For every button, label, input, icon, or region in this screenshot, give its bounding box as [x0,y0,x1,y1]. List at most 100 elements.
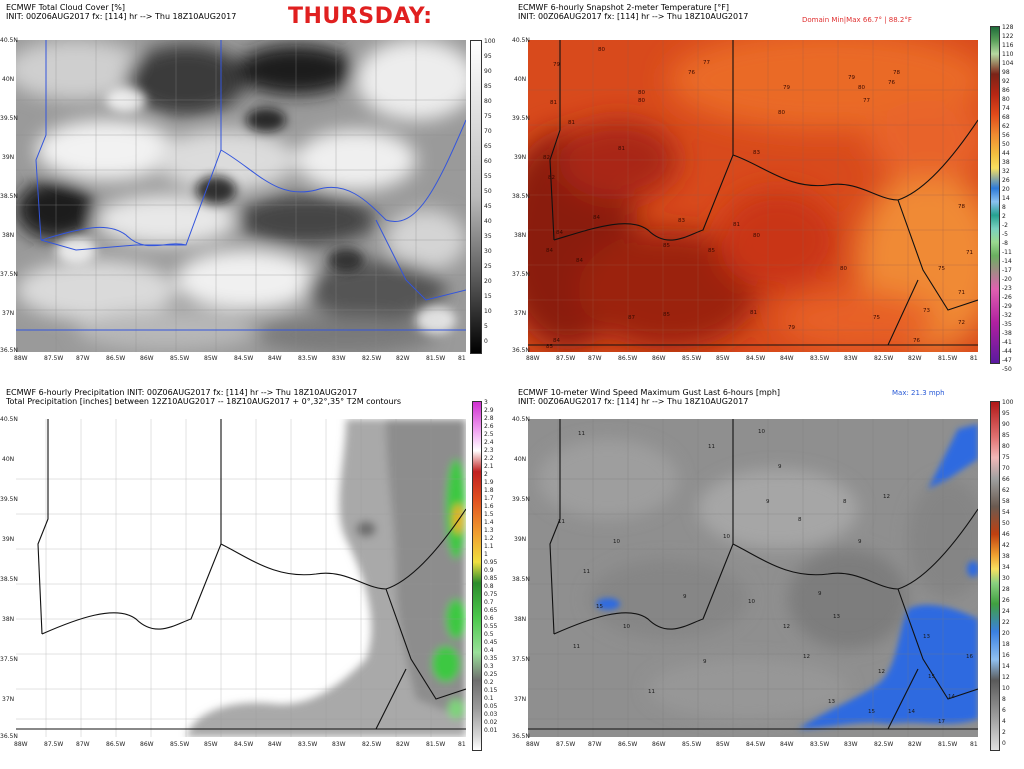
gust-value: 17 [938,719,945,725]
gust-value: 13 [833,614,840,620]
colorbar-label: 90 [484,68,492,75]
colorbar-label: 95 [484,53,492,60]
colorbar-label: 86 [1002,87,1010,94]
lon-label: 87W [588,741,602,748]
colorbar-label: 32 [1002,168,1010,175]
colorbar-label: 28 [1002,586,1010,593]
colorbar-label: 0.8 [484,583,494,590]
colorbar-label: 44 [1002,150,1010,157]
lon-label: 87.5W [556,355,576,362]
lon-label: 83W [332,355,346,362]
colorbar-label: 0.6 [484,615,494,622]
lat-label: 36.5N [0,347,18,354]
colorbar-label: 14 [1002,195,1010,202]
colorbar-label: 8 [1002,696,1006,703]
colorbar-label: 1.9 [484,479,494,486]
lon-label: 85W [204,355,218,362]
panel-subtitle: INIT: 00Z06AUG2017 fx: [114] hr --> Thu … [6,12,237,21]
colorbar-label: 2 [484,471,488,478]
lon-label: 85.5W [682,741,702,748]
precipitation-map [16,419,466,737]
lat-label: 38N [2,232,15,239]
lon-label: 87.5W [44,741,64,748]
lat-label: 40.5N [0,37,18,44]
colorbar-label: 26 [1002,597,1010,604]
colorbar-label: 2.6 [484,423,494,430]
gust-value: 13 [923,634,930,640]
colorbar-label: 50 [1002,141,1010,148]
colorbar-label: 2.5 [484,431,494,438]
colorbar-label: -29 [1002,303,1012,310]
lat-label: 40.5N [512,416,530,423]
lon-label: 88W [526,355,540,362]
colorbar-label: 2 [1002,729,1006,736]
lat-label: 40.5N [0,416,18,423]
temp-value: 80 [858,85,865,91]
temp-value: 82 [548,175,555,181]
colorbar-label: 2.2 [484,455,494,462]
gust-value: 14 [908,709,915,715]
temp-value: 80 [778,110,785,116]
gust-value: 11 [583,569,590,575]
temp-value: 71 [958,290,965,296]
panel-subtitle: Total Precipitation [inches] between 12Z… [6,397,402,406]
lat-label: 36.5N [512,347,530,354]
colorbar-label: 74 [1002,105,1010,112]
temp-value: 73 [923,308,930,314]
colorbar-label: -8 [1002,240,1008,247]
lon-label: 82.5W [362,741,382,748]
temp-value: 81 [568,120,575,126]
colorbar-label: 70 [484,128,492,135]
lat-label: 37N [2,310,15,317]
colorbar-label: 100 [1002,399,1014,406]
temp-value: 81 [550,100,557,106]
colorbar-label: 20 [484,278,492,285]
colorbar-label: 0.65 [484,607,498,614]
colorbar-label: 80 [1002,443,1010,450]
colorbar-label: 0.03 [484,711,498,718]
gust-value: 12 [878,669,885,675]
temp-value: 76 [888,80,895,86]
colorbar-label: 1.5 [484,511,494,518]
lon-label: 82.5W [874,355,894,362]
lon-label: 85.5W [682,355,702,362]
lon-label: 81.5W [938,355,958,362]
colorbar-label: 80 [484,98,492,105]
lat-label: 40N [2,456,15,463]
colorbar-label: 50 [484,188,492,195]
colorbar-label: 2.9 [484,407,494,414]
lat-label: 39N [514,154,527,161]
colorbar-label: -11 [1002,249,1012,256]
temp-value: 84 [553,338,560,344]
colorbar-label: 80 [1002,96,1010,103]
colorbar-label: 65 [484,143,492,150]
lon-label: 83W [844,741,858,748]
lat-label: 37.5N [512,656,530,663]
lon-label: 82.5W [362,355,382,362]
gust-value: 9 [683,594,687,600]
temp-value: 84 [576,258,583,264]
gust-value: 11 [558,519,565,525]
lon-label: 83W [332,741,346,748]
panel-title: ECMWF Total Cloud Cover [%] [6,3,126,12]
colorbar-label: 0.55 [484,623,498,630]
colorbar-label: 1.7 [484,495,494,502]
panel-subtitle: INIT: 00Z06AUG2017 fx: [114] hr --> Thu … [518,12,749,21]
gust-value: 11 [648,689,655,695]
domain-min-max: Domain Min|Max 66.7° | 88.2°F [802,16,912,24]
colorbar-label: 92 [1002,78,1010,85]
temp-value: 79 [848,75,855,81]
lon-label: 82W [396,741,410,748]
colorbar-label: 5 [484,323,488,330]
temp-value: 71 [966,250,973,256]
wind-values: 11 10 11 9 10 9 8 12 8 11 11 10 9 9 10 9… [528,419,978,737]
day-overlay-title: THURSDAY: [288,4,433,29]
colorbar-label: 18 [1002,641,1010,648]
colorbar-label: 1.1 [484,543,494,550]
colorbar-label: -41 [1002,339,1012,346]
colorbar-label: 56 [1002,132,1010,139]
gust-value: 10 [723,534,730,540]
gust-value: 16 [966,654,973,660]
temp-value: 85 [663,243,670,249]
colorbar-label: 54 [1002,509,1010,516]
